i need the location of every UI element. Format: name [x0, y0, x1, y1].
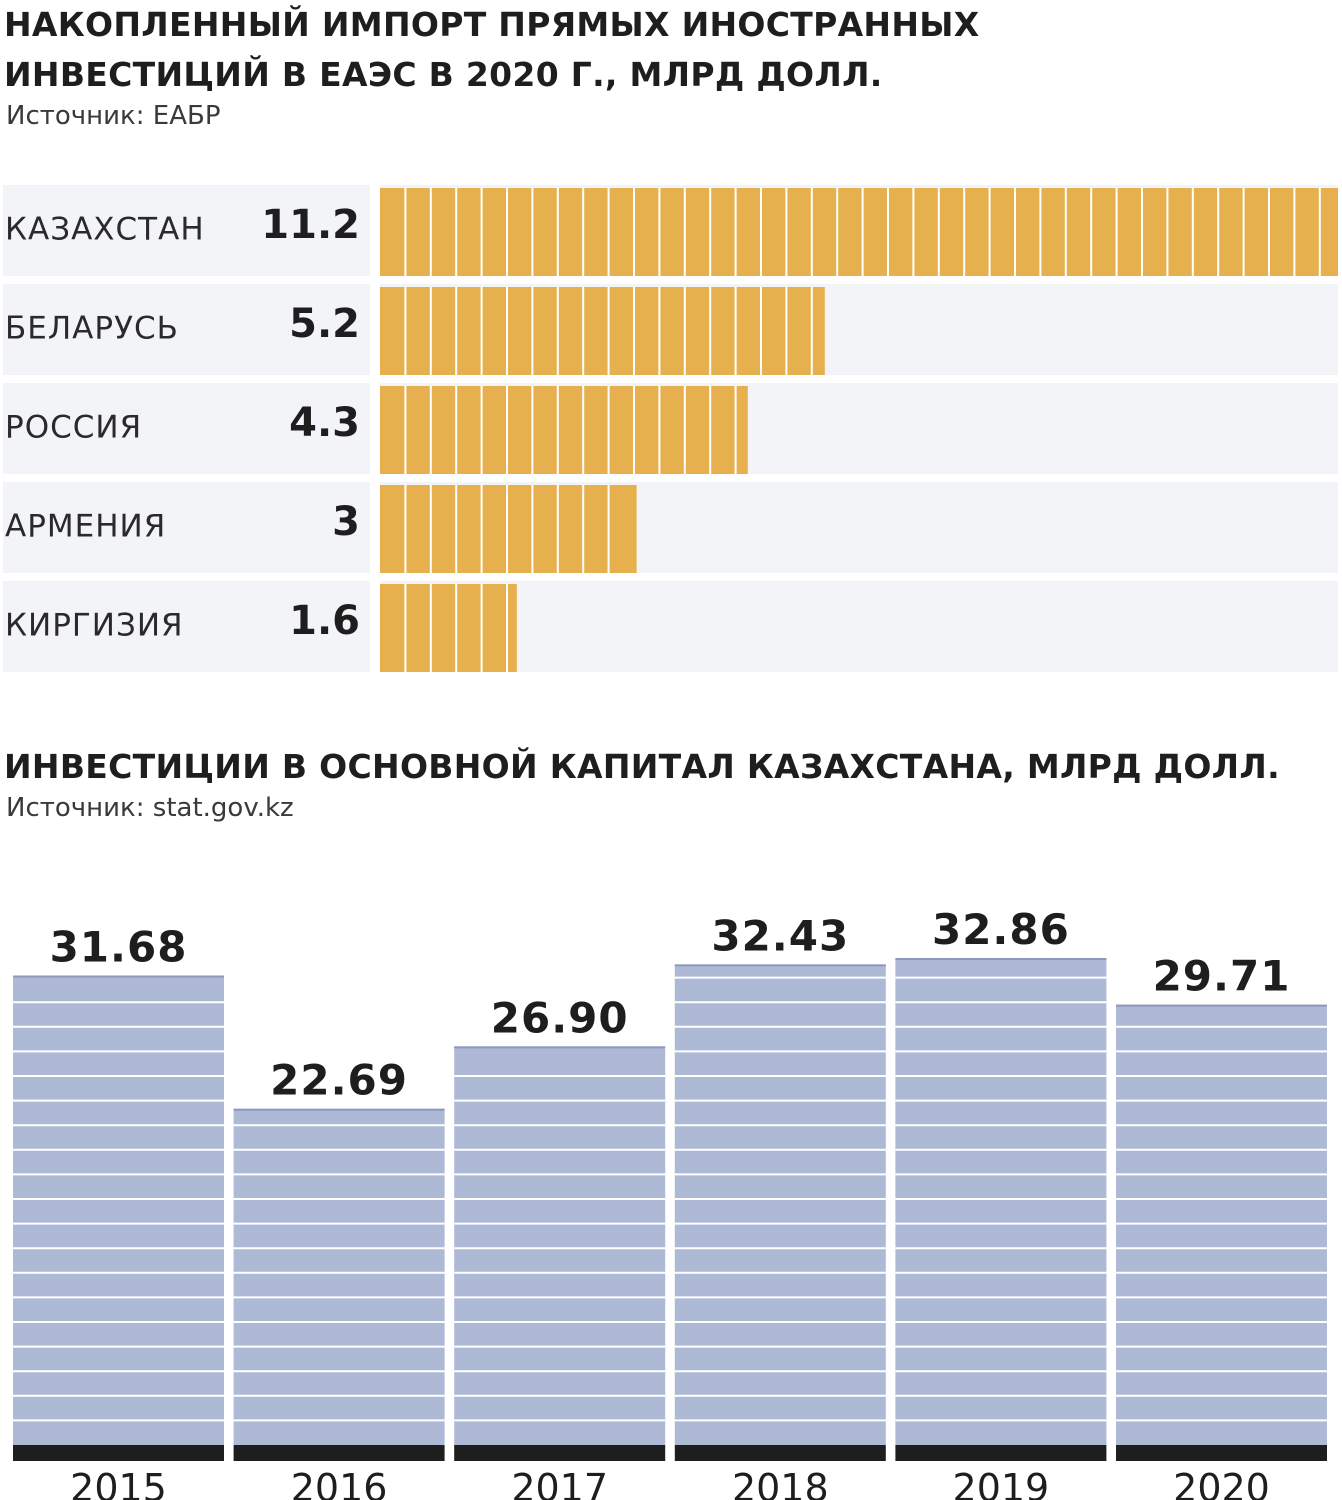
chart2-source: Источник: stat.gov.kz: [6, 793, 294, 823]
column-value-label: 22.69: [270, 1056, 408, 1105]
category-label: АРМЕНИЯ: [5, 509, 166, 545]
year-tick-label: 2019: [953, 1466, 1050, 1500]
bar: [380, 188, 1338, 276]
row-gap: [370, 284, 380, 375]
value-label: 1.6: [289, 598, 360, 644]
column-baseline: [233, 1445, 445, 1461]
year-tick-label: 2018: [732, 1466, 829, 1500]
category-label: БЕЛАРУСЬ: [5, 311, 179, 347]
chart1-source: Источник: ЕАБР: [6, 101, 221, 131]
column-baseline: [13, 1445, 224, 1461]
value-label: 11.2: [261, 202, 360, 248]
column-bar: [674, 964, 886, 1445]
column-value-label: 31.68: [50, 922, 188, 971]
column-baseline: [454, 1445, 666, 1461]
column-bar: [895, 958, 1107, 1445]
category-label: КАЗАХСТАН: [5, 212, 205, 248]
bar: [380, 485, 637, 573]
chart1-title-line2: ИНВЕСТИЦИЙ В ЕАЭС В 2020 Г., МЛРД ДОЛЛ.: [4, 55, 883, 94]
row-gap: [370, 185, 380, 276]
column-bar: [233, 1108, 445, 1445]
chart2-title: ИНВЕСТИЦИИ В ОСНОВНОЙ КАПИТАЛ КАЗАХСТАНА…: [4, 747, 1280, 786]
column-baseline: [674, 1445, 886, 1461]
year-tick-label: 2016: [291, 1466, 388, 1500]
column-value-label: 32.43: [711, 911, 849, 960]
year-tick-label: 2017: [511, 1466, 608, 1500]
fdi-horizontal-bar-chart: КАЗАХСТАН 11.2 БЕЛАРУСЬ 5.2 РОССИЯ 4.3 АРМЕНИЯ…: [3, 185, 1338, 672]
column-baseline: [895, 1445, 1107, 1461]
column-bar: [454, 1046, 666, 1445]
category-label: РОССИЯ: [5, 410, 142, 446]
value-label: 4.3: [289, 400, 360, 446]
column-value-label: 29.71: [1153, 952, 1291, 1001]
row-gap: [370, 383, 380, 474]
year-tick-label: 2015: [70, 1466, 167, 1500]
column-baseline: [1116, 1445, 1327, 1461]
bar: [380, 386, 748, 474]
bar: [380, 584, 517, 672]
category-label: КИРГИЗИЯ: [5, 608, 184, 644]
row-band: [3, 482, 1338, 573]
value-label: 3: [332, 499, 360, 545]
value-label: 5.2: [289, 301, 360, 347]
capital-investment-column-chart: 31.68 2015 22.69 2016 26.90 2017 32.43 2018 32.8…: [13, 905, 1327, 1500]
column-value-label: 26.90: [491, 993, 629, 1042]
column-value-label: 32.86: [932, 905, 1070, 954]
row-gap: [370, 482, 380, 573]
row-band: [3, 581, 1338, 672]
column-bar: [1116, 1004, 1327, 1445]
column-bar: [13, 975, 224, 1445]
chart1-title-line1: НАКОПЛЕННЫЙ ИМПОРТ ПРЯМЫХ ИНОСТРАННЫХ: [4, 5, 980, 44]
bar: [380, 287, 825, 375]
row-gap: [370, 581, 380, 672]
year-tick-label: 2020: [1173, 1466, 1270, 1500]
